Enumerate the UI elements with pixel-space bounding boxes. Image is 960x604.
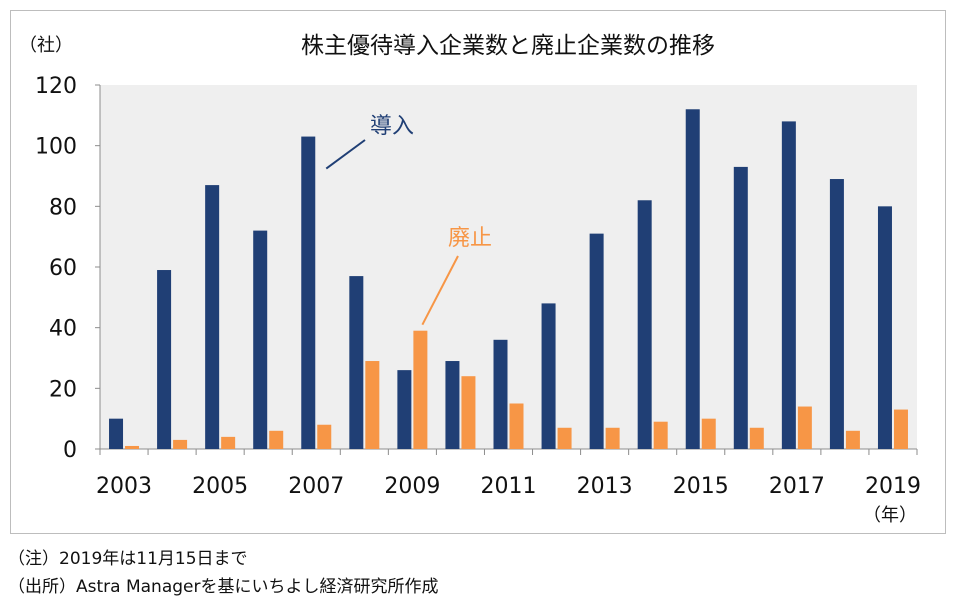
x-tick-label: 2005	[192, 474, 248, 499]
bar-introduced-2008	[349, 276, 364, 449]
bar-abolished-2003	[125, 445, 140, 449]
x-tick-label: 2003	[96, 474, 152, 499]
bar-abolished-2005	[221, 436, 236, 449]
x-tick-label: 2015	[673, 474, 729, 499]
bar-introduced-2015	[685, 109, 700, 450]
bar-introduced-2011	[493, 339, 508, 449]
bar-introduced-2010	[445, 361, 460, 449]
y-axis-unit-label: （社）	[19, 35, 73, 56]
bar-abolished-2004	[173, 439, 188, 449]
bar-abolished-2007	[317, 424, 332, 449]
x-tick-label: 2019	[865, 474, 921, 499]
bar-introduced-2012	[541, 303, 556, 449]
x-axis-unit-label: （年）	[863, 505, 917, 526]
y-tick-label: 0	[63, 438, 77, 463]
x-tick-label: 2013	[577, 474, 633, 499]
x-tick-label: 2007	[288, 474, 344, 499]
bar-introduced-2005	[205, 185, 220, 449]
bar-abolished-2012	[557, 427, 572, 449]
bar-abolished-2009	[413, 330, 428, 449]
bar-introduced-2019	[877, 206, 892, 449]
bar-abolished-2018	[845, 430, 860, 449]
bar-abolished-2013	[605, 427, 620, 449]
bar-abolished-2014	[653, 421, 668, 449]
x-tick-label: 2017	[769, 474, 825, 499]
bar-introduced-2016	[733, 166, 748, 449]
bar-introduced-2014	[637, 200, 652, 449]
leader-line-introduced	[325, 139, 366, 170]
y-tick-label: 20	[49, 377, 77, 402]
bar-introduced-2007	[301, 136, 316, 450]
chart-title: 株主優待導入企業数と廃止企業数の推移	[301, 33, 715, 59]
bar-abolished-2015	[701, 418, 716, 449]
bar-abolished-2017	[797, 406, 812, 449]
bar-abolished-2019	[893, 409, 908, 449]
y-tick-label: 40	[49, 317, 77, 342]
bar-introduced-2009	[397, 370, 412, 449]
series-label-introduced: 導入	[370, 114, 414, 139]
y-tick-label: 80	[49, 195, 77, 220]
bar-introduced-2003	[109, 418, 124, 449]
y-tick-label: 100	[35, 135, 77, 160]
bar-abolished-2008	[365, 361, 380, 449]
bar-abolished-2010	[461, 376, 476, 449]
footnote-period: （注）2019年は11月15日まで	[8, 549, 248, 569]
plot-area	[100, 85, 917, 449]
chart: 株主優待導入企業数と廃止企業数の推移 （社） （年） 0 20 40 60 80 100 120 2…	[19, 33, 921, 526]
x-tick-label: 2011	[481, 474, 537, 499]
bar-introduced-2013	[589, 233, 604, 449]
bar-abolished-2016	[749, 427, 764, 449]
y-tick-label: 60	[49, 256, 77, 281]
bar-abolished-2011	[509, 403, 524, 449]
bar-abolished-2006	[269, 430, 284, 449]
x-tick-label: 2009	[384, 474, 440, 499]
leader-line-abolished	[421, 255, 459, 326]
bar-introduced-2006	[253, 230, 268, 449]
series-label-abolished: 廃止	[448, 226, 492, 251]
y-tick-label: 120	[35, 74, 77, 99]
bar-introduced-2017	[781, 121, 796, 450]
bar-introduced-2018	[829, 179, 844, 450]
bar-introduced-2004	[157, 270, 172, 449]
footnote-source: （出所）Astra Managerを基にいちよし経済研究所作成	[8, 577, 439, 597]
